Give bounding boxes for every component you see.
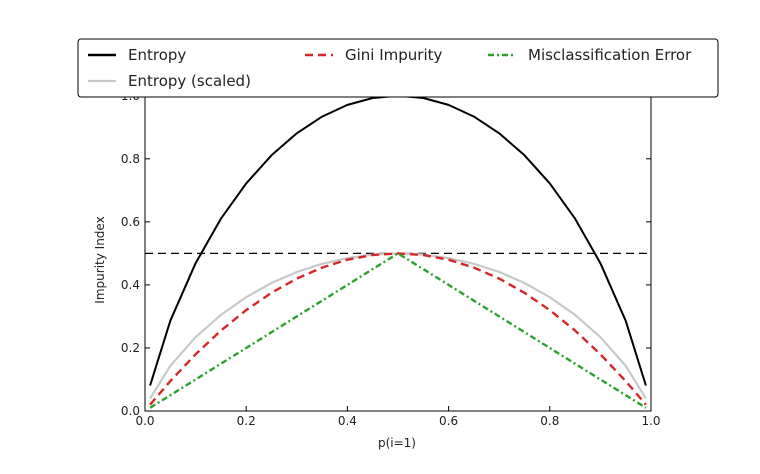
y-tick-label: 0.4 [121, 278, 140, 292]
legend-label-gini-impurity: Gini Impurity [345, 46, 443, 64]
series-line-gini-impurity [149, 252, 647, 406]
legend-label-entropy-scaled: Entropy (scaled) [128, 72, 251, 90]
series-line-misclassification-error [149, 252, 647, 409]
y-tick-label: 0.6 [121, 215, 140, 229]
x-tick-label: 0.2 [237, 414, 256, 428]
x-tick-label: 0.6 [439, 414, 458, 428]
plot-area [145, 80, 651, 411]
y-tick-label: 0.2 [121, 341, 140, 355]
y-tick-label: 0.0 [121, 404, 140, 418]
x-tick-label: 0.8 [540, 414, 559, 428]
y-tick-label: 0.8 [121, 152, 140, 166]
legend-label-entropy: Entropy [128, 46, 186, 64]
legend-box [77, 38, 719, 98]
legend: Entropy Entropy (scaled) Gini Impurity Misc… [77, 38, 719, 98]
legend-label-misclassification-error: Misclassification Error [528, 46, 692, 64]
x-tick-label: 1.0 [641, 414, 660, 428]
x-axis-label: p(i=1) [378, 436, 416, 450]
x-tick-label: 0.0 [135, 414, 154, 428]
x-tick-label: 0.4 [338, 414, 357, 428]
y-axis-label: Impurity Index [93, 216, 107, 303]
